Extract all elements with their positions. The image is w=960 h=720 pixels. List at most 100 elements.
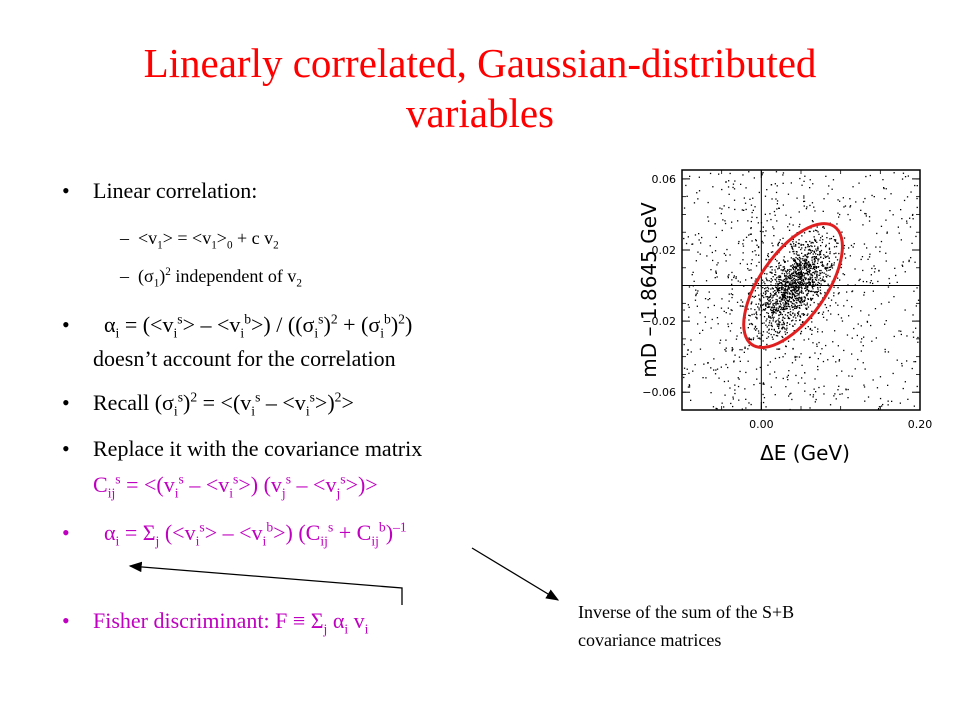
scatter-point	[860, 325, 862, 327]
scatter-point	[783, 266, 785, 268]
scatter-point	[793, 306, 795, 308]
scatter-point	[775, 292, 777, 294]
scatter-point	[749, 198, 751, 200]
scatter-point	[803, 265, 806, 267]
scatter-point	[792, 285, 794, 287]
scatter-point	[758, 303, 760, 305]
scatter-point	[798, 356, 801, 358]
scatter-point	[864, 400, 866, 402]
scatter-point	[789, 265, 792, 267]
scatter-point	[835, 302, 837, 304]
scatter-point	[778, 327, 780, 329]
scatter-point	[762, 393, 764, 396]
scatter-point	[822, 316, 825, 318]
scatter-point	[744, 202, 747, 204]
scatter-point	[861, 338, 863, 340]
scatter-point	[817, 249, 819, 251]
scatter-point	[804, 260, 806, 262]
scatter-point	[743, 285, 745, 287]
scatter-point	[781, 242, 783, 245]
scatter-point	[811, 310, 813, 312]
scatter-point	[778, 282, 780, 284]
scatter-point	[863, 336, 865, 338]
scatter-point	[814, 278, 817, 281]
scatter-point	[854, 284, 856, 286]
scatter-point	[809, 356, 811, 358]
scatter-point	[811, 202, 814, 204]
scatter-point	[770, 322, 773, 324]
scatter-point	[778, 306, 780, 308]
scatter-point	[755, 303, 757, 305]
scatter-point	[751, 216, 753, 218]
scatter-point	[714, 277, 716, 279]
scatter-point	[806, 293, 808, 295]
scatter-point	[796, 356, 798, 358]
scatter-point	[797, 279, 799, 281]
scatter-point	[803, 313, 806, 316]
scatter-point	[783, 273, 786, 275]
scatter-point	[813, 281, 816, 283]
scatter-point	[776, 299, 779, 301]
scatter-point	[782, 279, 784, 282]
scatter-point	[810, 251, 812, 253]
scatter-point	[734, 208, 736, 211]
scatter-point	[748, 402, 750, 404]
scatter-point	[817, 288, 819, 290]
scatter-point	[809, 264, 811, 266]
scatter-point	[724, 394, 726, 396]
scatter-point	[795, 282, 797, 284]
scatter-point	[779, 275, 782, 277]
scatter-point	[782, 295, 785, 297]
scatter-point	[742, 239, 745, 241]
scatter-point	[775, 298, 777, 301]
scatter-point	[838, 252, 840, 255]
scatter-point	[805, 262, 807, 264]
scatter-point	[795, 301, 797, 304]
scatter-point	[776, 277, 778, 279]
scatter-point	[738, 378, 740, 380]
scatter-point	[767, 303, 769, 305]
scatter-point	[691, 243, 693, 245]
scatter-point	[819, 269, 821, 272]
scatter-point	[765, 296, 767, 298]
scatter-point	[727, 186, 730, 188]
scatter-point	[787, 316, 790, 319]
scatter-point	[862, 201, 865, 203]
scatter-point	[796, 294, 798, 297]
scatter-point	[784, 284, 787, 286]
scatter-point	[724, 220, 726, 222]
scatter-point	[820, 283, 822, 285]
scatter-point	[884, 348, 886, 351]
scatter-point	[798, 246, 800, 248]
scatter-point	[776, 295, 778, 297]
scatter-point	[790, 273, 792, 276]
scatter-point	[793, 277, 796, 279]
scatter-point	[769, 292, 772, 295]
scatter-point	[785, 275, 787, 277]
scatter-point	[808, 279, 810, 281]
scatter-point	[857, 358, 859, 361]
scatter-point	[762, 340, 764, 342]
scatter-point	[774, 308, 776, 311]
scatter-point	[751, 313, 753, 316]
scatter-point	[912, 336, 915, 338]
scatter-point	[806, 259, 808, 261]
scatter-point	[782, 307, 785, 309]
scatter-point	[793, 250, 795, 253]
scatter-point	[822, 279, 824, 281]
scatter-point	[803, 205, 805, 207]
scatter-point	[849, 198, 851, 200]
scatter-point	[790, 182, 792, 184]
scatter-point	[782, 174, 784, 176]
scatter-point	[839, 393, 841, 395]
scatter-point	[812, 221, 814, 223]
scatter-point	[798, 267, 801, 269]
scatter-point	[687, 304, 689, 306]
scatter-point	[702, 329, 704, 331]
scatter-point	[710, 367, 712, 369]
scatter-point	[798, 226, 800, 228]
scatter-point	[811, 250, 813, 252]
scatter-point	[784, 245, 786, 247]
scatter-point	[807, 265, 810, 267]
scatter-point	[808, 284, 810, 286]
